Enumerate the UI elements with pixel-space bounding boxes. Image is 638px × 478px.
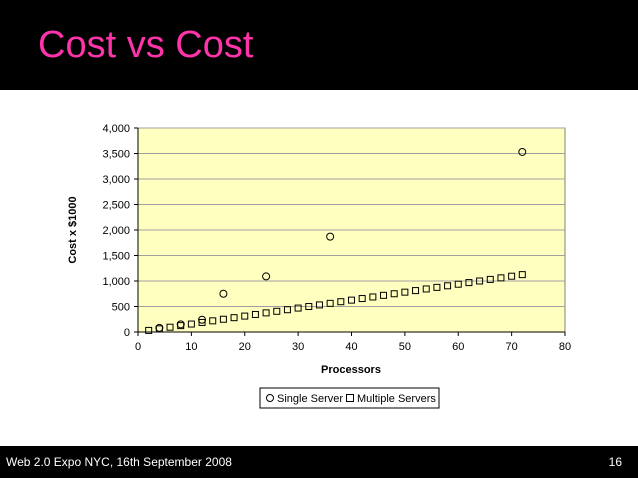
- multiple-servers-series: [145, 271, 526, 334]
- y-tick-label: 2,000: [102, 225, 130, 237]
- multiple-servers-point: [508, 272, 516, 280]
- single-server-point: [518, 147, 527, 156]
- multiple-servers-point: [209, 317, 217, 325]
- multiple-servers-point: [465, 279, 473, 287]
- single-server-point: [176, 320, 185, 329]
- multiple-servers-point: [230, 314, 238, 322]
- multiple-servers-point: [380, 291, 388, 299]
- multiple-servers-point: [198, 318, 206, 326]
- legend-box: [259, 387, 440, 409]
- y-tick-label: 3,000: [102, 174, 130, 186]
- multiple-servers-point: [251, 310, 259, 318]
- multiple-servers-point: [283, 306, 291, 314]
- multiple-servers-point: [326, 299, 334, 307]
- multiple-servers-point: [444, 282, 452, 290]
- scatter-chart: 05001,0001,5002,0002,5003,0003,5004,000 …: [67, 123, 571, 409]
- multiple-servers-point: [476, 277, 484, 285]
- y-tick-label: 0: [124, 327, 130, 339]
- x-tick-label: 70: [506, 341, 518, 353]
- multiple-servers-point: [454, 280, 462, 288]
- multiple-servers-point: [166, 323, 174, 331]
- single-server-point: [198, 315, 207, 324]
- page-number: 16: [608, 455, 622, 469]
- x-axis-label: Processors: [321, 364, 381, 376]
- single-server-point: [326, 232, 335, 241]
- y-axis-label: Cost x $1000: [67, 196, 79, 263]
- legend-square-icon: [346, 394, 354, 402]
- multiple-servers-point: [486, 275, 494, 283]
- multiple-servers-point: [422, 285, 430, 293]
- x-tick-label: 50: [399, 341, 411, 353]
- multiple-servers-point: [187, 320, 195, 328]
- multiple-servers-point: [433, 283, 441, 291]
- multiple-servers-point: [412, 287, 420, 295]
- x-tick-label: 40: [345, 341, 357, 353]
- legend-multiple-servers: Multiple Servers: [357, 393, 436, 405]
- slide-title: Cost vs Cost: [38, 24, 254, 66]
- multiple-servers-point: [294, 304, 302, 312]
- multiple-servers-point: [145, 326, 153, 334]
- multiple-servers-point: [241, 312, 249, 320]
- slide-footer: Web 2.0 Expo NYC, 16th September 2008 16: [0, 446, 638, 478]
- multiple-servers-point: [369, 293, 377, 301]
- y-tick-label: 1,000: [102, 276, 130, 288]
- multiple-servers-point: [497, 274, 505, 282]
- single-server-series: [155, 147, 527, 332]
- x-tick-label: 60: [452, 341, 464, 353]
- multiple-servers-point: [337, 298, 345, 306]
- x-tick-label: 0: [135, 341, 141, 353]
- multiple-servers-point: [305, 303, 313, 310]
- y-tick-label: 500: [112, 302, 130, 314]
- grid-lines: [138, 127, 565, 307]
- y-tick-label: 2,500: [102, 200, 130, 212]
- multiple-servers-point: [315, 301, 323, 309]
- y-axis-ticks: 0 500 1,000 1,500 2,000 2,500 3,000 3,500 4,000: [102, 123, 138, 339]
- multiple-servers-point: [358, 295, 366, 303]
- single-server-point: [262, 272, 271, 281]
- slide-header: Cost vs Cost: [0, 0, 638, 90]
- footer-text: Web 2.0 Expo NYC, 16th September 2008: [6, 455, 232, 469]
- multiple-servers-point: [262, 309, 270, 317]
- x-axis-ticks: 0 10 20 30 40 50 60 70 80: [135, 332, 571, 353]
- multiple-servers-point: [219, 315, 227, 323]
- y-tick-label: 4,000: [102, 123, 130, 135]
- multiple-servers-point: [273, 307, 281, 315]
- multiple-servers-point: [348, 296, 355, 304]
- legend-single-server: Single Server: [277, 393, 343, 405]
- multiple-servers-point: [401, 288, 409, 296]
- x-tick-label: 20: [239, 341, 251, 353]
- multiple-servers-point: [518, 271, 526, 279]
- single-server-point: [155, 323, 164, 332]
- multiple-servers-point: [390, 290, 398, 298]
- y-tick-label: 3,500: [102, 149, 130, 161]
- legend: Single Server Multiple Servers: [259, 387, 440, 409]
- single-server-point: [219, 289, 228, 298]
- y-tick-label: 1,500: [102, 251, 130, 263]
- x-tick-label: 30: [292, 341, 304, 353]
- legend-circle-icon: [266, 394, 274, 402]
- x-tick-label: 80: [559, 341, 571, 353]
- x-tick-label: 10: [185, 341, 197, 353]
